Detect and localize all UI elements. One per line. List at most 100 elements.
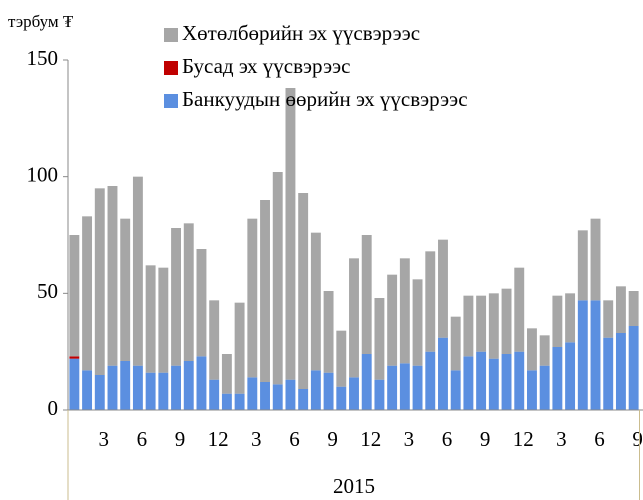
bar-segment: [463, 295, 474, 357]
bar-segment: [107, 186, 118, 366]
bar-segment: [94, 188, 105, 375]
bar-segment: [221, 354, 232, 394]
bar-segment: [323, 372, 334, 410]
legend-swatch: [164, 28, 178, 42]
bar-segment: [361, 354, 372, 410]
bar-segment: [425, 351, 436, 410]
x-tick-label: 12: [208, 427, 229, 451]
bar-segment: [209, 379, 220, 410]
x-tick-label: 12: [513, 427, 534, 451]
bar-segment: [463, 356, 474, 410]
bar-segment: [412, 365, 423, 410]
bar-segment: [234, 302, 245, 394]
bar-segment: [260, 382, 270, 410]
bar-segment: [260, 200, 270, 382]
bar-segment: [158, 267, 169, 373]
x-tick-label: 9: [632, 427, 643, 451]
bar-segment: [120, 218, 131, 361]
bar-segment: [323, 291, 334, 373]
bar-segment: [69, 358, 80, 410]
bar-segment: [526, 328, 537, 371]
bar-segment: [412, 279, 423, 366]
legend-label: Хөтөлбөрийн эх үүсвэрээс: [182, 21, 420, 45]
x-tick-label: 6: [442, 427, 453, 451]
bar-segment: [69, 356, 80, 359]
x-tick-label: 3: [404, 427, 415, 451]
bar-segment: [145, 372, 156, 410]
bar-segment: [107, 365, 118, 410]
bar-segment: [234, 393, 245, 410]
x-tick-label: 3: [251, 427, 262, 451]
bar-segment: [171, 365, 182, 410]
x-tick-label: 9: [480, 427, 491, 451]
bar-segment: [374, 379, 385, 410]
x-tick-label: 9: [327, 427, 338, 451]
y-tick-label: 50: [37, 279, 58, 303]
bar-segment: [590, 218, 601, 301]
bar-segment: [628, 291, 639, 326]
bar-segment: [82, 216, 93, 371]
y-tick-label: 150: [27, 46, 59, 70]
x-tick-label: 3: [556, 427, 567, 451]
bar-segment: [209, 300, 220, 380]
bar-segment: [438, 239, 448, 338]
bar-segment: [628, 326, 639, 410]
bar-segment: [425, 251, 436, 352]
bar-segment: [183, 361, 194, 410]
bar-segment: [361, 235, 372, 354]
bar-segment: [552, 347, 563, 410]
bar-segment: [615, 333, 626, 410]
bar-segment: [615, 286, 626, 333]
bar-segment: [171, 228, 182, 366]
legend-label: Бусад эх үүсвэрээс: [182, 54, 350, 78]
bar-segment: [501, 354, 512, 410]
bar-segment: [298, 389, 309, 410]
bar-segment: [590, 300, 601, 410]
bar-segment: [310, 232, 321, 371]
bar-segment: [387, 274, 398, 366]
bar-segment: [298, 193, 309, 389]
bar-segment: [336, 330, 347, 387]
y-tick-label: 0: [48, 396, 59, 420]
bar-segment: [387, 365, 398, 410]
x-tick-label: 6: [594, 427, 605, 451]
legend-swatch: [164, 94, 178, 108]
bar-segment: [272, 384, 283, 410]
bar-segment: [488, 293, 499, 359]
bar-segment: [349, 377, 359, 410]
bar-segment: [336, 386, 347, 410]
bar-segment: [488, 358, 499, 410]
bar-segment: [577, 230, 588, 301]
bar-segment: [247, 377, 258, 410]
bar-segment: [145, 265, 156, 373]
x-tick-label: 12: [360, 427, 381, 451]
bar-segment: [374, 298, 385, 380]
bar-segment: [526, 370, 537, 410]
bar-segment: [247, 218, 258, 378]
bar-segment: [514, 267, 525, 352]
bar-segment: [94, 375, 105, 410]
bar-segment: [399, 258, 410, 364]
bar-segment: [603, 300, 614, 338]
unit-label: тэрбум ₮: [8, 12, 74, 31]
bar-segment: [120, 361, 131, 410]
bar-segment: [438, 337, 448, 410]
bar-segment: [565, 293, 576, 343]
bar-segment: [450, 316, 461, 371]
bar-segment: [476, 295, 487, 352]
bar-segment: [310, 370, 321, 410]
bar-segment: [285, 88, 296, 380]
year-label: 2015: [333, 474, 375, 498]
bar-segment: [349, 258, 359, 378]
bar-segment: [501, 288, 512, 354]
x-tick-label: 6: [137, 427, 148, 451]
bar-segment: [132, 365, 143, 410]
bar-segment: [69, 235, 80, 357]
bar-segment: [158, 372, 169, 410]
bar-segment: [132, 176, 143, 366]
legend-label: Банкуудын өөрийн эх үүсвэрээс: [182, 87, 468, 111]
bar-segment: [82, 370, 93, 410]
bar-segment: [603, 337, 614, 410]
bar-segment: [514, 351, 525, 410]
